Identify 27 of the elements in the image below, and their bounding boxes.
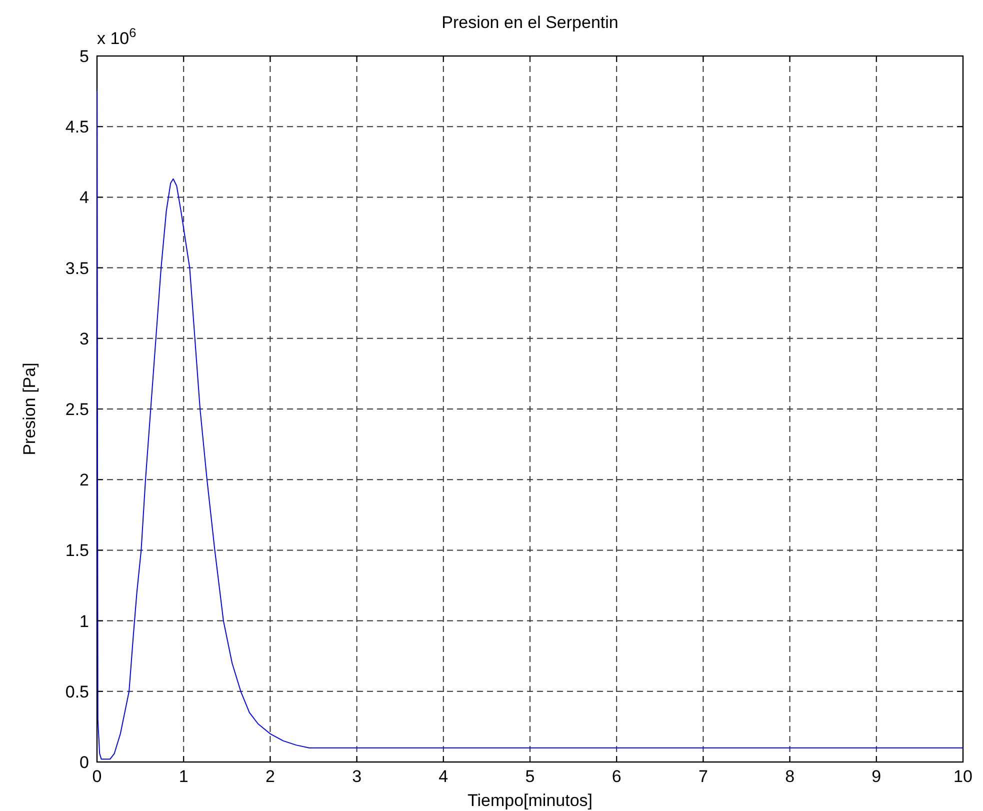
x-tick-label: 7 [698,767,708,786]
x-tick-label: 6 [612,767,622,786]
y-tick-label: 3 [80,329,89,348]
y-tick-label: 5 [80,47,89,66]
x-tick-label: 2 [265,767,275,786]
y-tick-label: 1 [80,612,89,631]
y-tick-label: 4 [80,188,89,208]
x-tick-label: 10 [954,767,972,786]
x-axis-title: Tiempo[minutos] [467,791,593,810]
x-tick-label: 4 [438,767,448,786]
y-tick-label: 2 [80,470,89,490]
chart-title: Presion en el Serpentin [442,13,618,32]
y-axis-title: Presion [Pa] [20,362,39,456]
y-tick-label: 3.5 [65,258,89,278]
x-tick-label: 3 [352,767,362,786]
y-tick-label: 0.5 [65,682,89,702]
x-tick-label: 5 [525,767,535,786]
x-tick-label: 9 [872,767,882,786]
y-tick-label: 1.5 [65,541,89,560]
y-tick-label: 2.5 [65,400,89,419]
text: x 10$^{6}$ [97,24,136,48]
y-tick-label: 4.5 [65,118,89,137]
x-tick-label: 8 [785,767,795,786]
x-tick-label: 1 [178,767,188,786]
y-tick-label: 0 [80,753,89,772]
line-series [96,90,964,760]
x-tick-label: 0 [92,767,102,786]
